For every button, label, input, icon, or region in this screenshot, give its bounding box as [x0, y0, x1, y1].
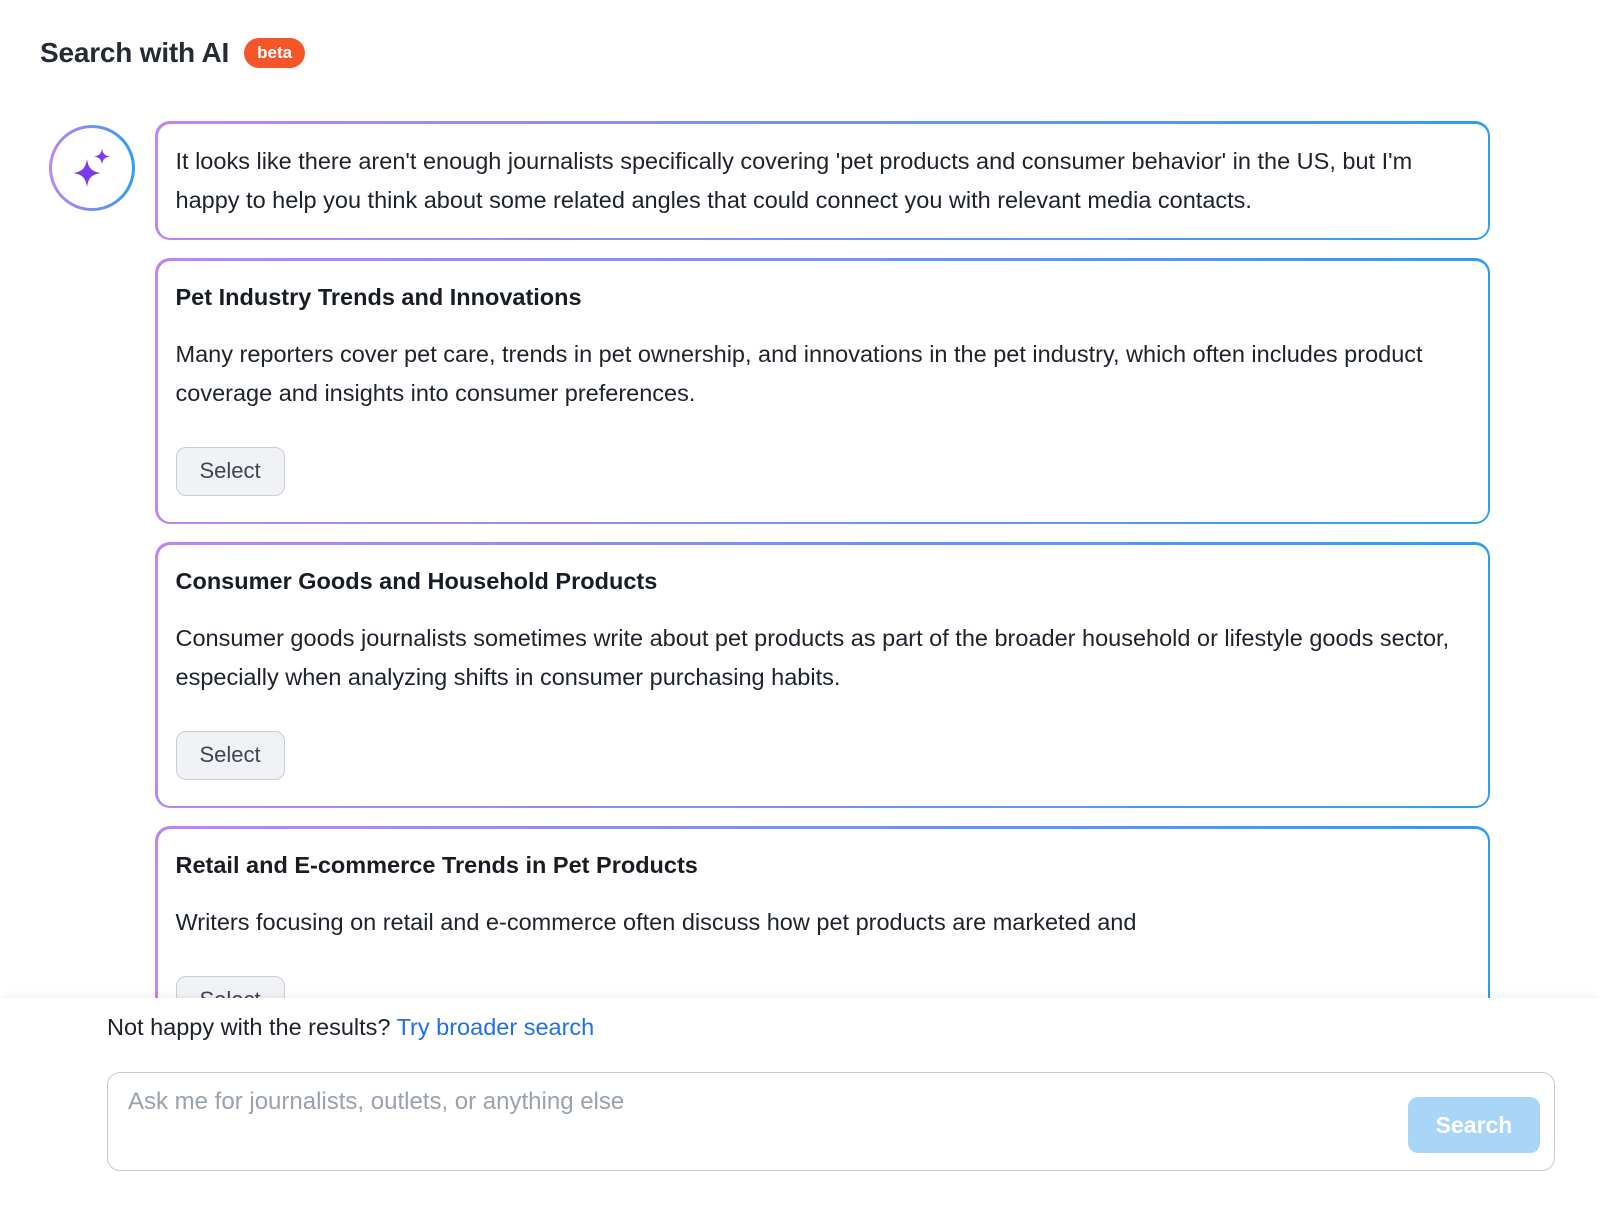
assistant-message-text: It looks like there aren't enough journa…	[175, 147, 1413, 213]
search-with-ai-panel: Search with AI beta It looks like there …	[0, 0, 1600, 998]
beta-badge: beta	[244, 38, 306, 68]
suggestion-title: Pet Industry Trends and Innovations	[175, 283, 582, 310]
suggestion-title: Consumer Goods and Household Products	[175, 567, 658, 594]
search-button[interactable]: Search	[1408, 1097, 1540, 1153]
suggestion-description: Writers focusing on retail and e-commerc…	[175, 908, 1137, 935]
ai-avatar	[49, 125, 135, 211]
panel-header: Search with AI beta	[0, 0, 1600, 69]
suggestion-description: Consumer goods journalists sometimes wri…	[175, 624, 1450, 690]
select-button[interactable]: Select	[175, 730, 285, 780]
suggestion-card-pet-industry: Pet Industry Trends and Innovations Many…	[155, 258, 1490, 524]
suggestion-card-retail-ecommerce: Retail and E-commerce Trends in Pet Prod…	[155, 826, 1490, 998]
suggestion-title: Retail and E-commerce Trends in Pet Prod…	[175, 851, 698, 878]
suggestion-description: Many reporters cover pet care, trends in…	[175, 340, 1423, 406]
suggestion-card-consumer-goods: Consumer Goods and Household Products Co…	[155, 542, 1490, 808]
composer-footer: Not happy with the results? Try broader …	[0, 998, 1600, 1214]
assistant-message: It looks like there aren't enough journa…	[155, 121, 1490, 240]
conversation-thread: It looks like there aren't enough journa…	[0, 121, 1600, 998]
broader-search-link[interactable]: Try broader search	[396, 1014, 595, 1040]
results-hint: Not happy with the results? Try broader …	[107, 1014, 1600, 1041]
message-list: It looks like there aren't enough journa…	[155, 121, 1490, 998]
hint-text: Not happy with the results?	[107, 1014, 391, 1040]
select-button[interactable]: Select	[175, 975, 285, 998]
chat-input[interactable]	[107, 1072, 1555, 1171]
sparkles-icon	[73, 148, 110, 187]
page-title: Search with AI	[40, 37, 230, 68]
select-button[interactable]: Select	[175, 446, 285, 496]
composer: Search	[107, 1072, 1555, 1171]
